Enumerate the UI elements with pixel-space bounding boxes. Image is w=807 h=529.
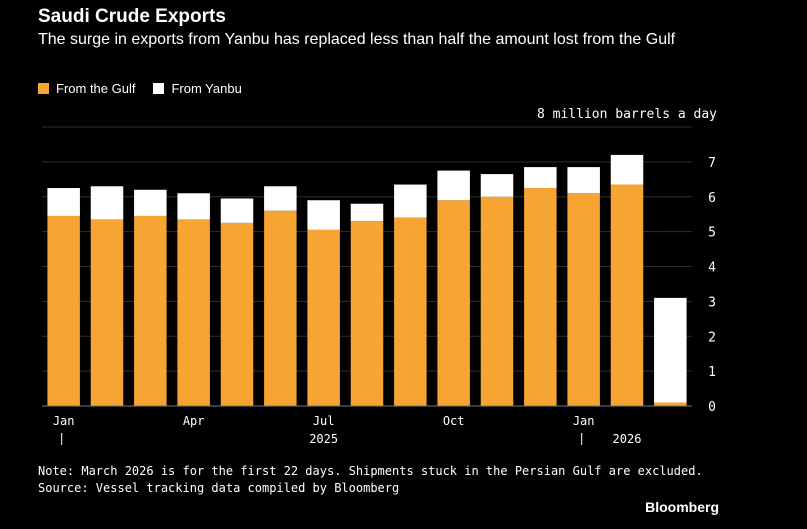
x-tick-label: Jul — [313, 414, 335, 428]
bar-from-yanbu — [220, 198, 254, 223]
y-tick-label: 0 — [708, 400, 716, 415]
legend-item-gulf: From the Gulf — [38, 81, 135, 96]
bar-from-gulf — [480, 196, 514, 406]
chart-title: Saudi Crude Exports — [38, 6, 226, 27]
bar-from-gulf — [524, 188, 557, 406]
bar-from-yanbu — [307, 200, 340, 230]
bar-from-gulf — [394, 217, 427, 406]
legend-item-yanbu: From Yanbu — [153, 81, 242, 96]
x-tick-label: Jan — [53, 414, 75, 428]
legend-label-yanbu: From Yanbu — [171, 81, 242, 96]
bar-from-gulf — [350, 221, 384, 406]
bar-from-gulf — [177, 219, 210, 406]
legend-swatch-yanbu — [153, 83, 165, 94]
y-tick-label: 3 — [708, 295, 716, 310]
bar-from-yanbu — [47, 188, 80, 216]
bar-from-yanbu — [567, 167, 600, 194]
bar-from-gulf — [47, 215, 80, 406]
bar-from-gulf — [307, 229, 340, 406]
x-tick-label: Oct — [443, 414, 465, 428]
y-tick-label: 4 — [708, 261, 716, 276]
y-tick-label: 2 — [708, 330, 716, 345]
x-year-label: 2026 — [613, 432, 642, 446]
bar-from-yanbu — [437, 170, 470, 201]
bar-from-gulf — [567, 193, 600, 406]
y-tick-label: 1 — [708, 365, 716, 380]
source-text: Source: Vessel tracking data compiled by… — [38, 481, 400, 495]
y-tick-label: 5 — [708, 226, 716, 241]
bar-from-yanbu — [394, 184, 427, 218]
bar-from-gulf — [437, 200, 470, 406]
x-tick-label: Apr — [183, 414, 205, 428]
bar-from-yanbu — [177, 193, 210, 220]
bar-from-yanbu — [480, 174, 514, 197]
bar-from-gulf — [610, 184, 644, 406]
bar-from-yanbu — [654, 297, 687, 403]
y-tick-label: 7 — [708, 156, 716, 171]
bloomberg-logo: Bloomberg — [645, 499, 719, 515]
legend-swatch-gulf — [38, 83, 49, 94]
legend: From the Gulf From Yanbu — [38, 81, 260, 96]
chart-subtitle: The surge in exports from Yanbu has repl… — [38, 31, 676, 48]
bar-from-yanbu — [90, 186, 124, 220]
footnote: Note: March 2026 is for the first 22 day… — [38, 463, 703, 497]
y-tick-label: 6 — [708, 191, 716, 206]
bar-from-gulf — [264, 210, 297, 406]
bar-from-yanbu — [264, 186, 297, 211]
bar-from-yanbu — [524, 167, 557, 189]
x-year-label: 2025 — [309, 432, 338, 446]
x-tick-label: Jan — [573, 414, 595, 428]
bar-from-yanbu — [610, 154, 644, 185]
legend-label-gulf: From the Gulf — [56, 81, 136, 96]
bar-from-gulf — [654, 402, 687, 406]
bar-from-gulf — [90, 219, 124, 406]
y-axis-unit-label: 8 million barrels a day — [536, 107, 717, 122]
note-text: Note: March 2026 is for the first 22 day… — [38, 464, 703, 478]
bar-from-yanbu — [134, 189, 167, 216]
bar-from-yanbu — [350, 203, 384, 222]
bar-from-gulf — [220, 222, 254, 406]
bar-from-gulf — [134, 215, 167, 406]
